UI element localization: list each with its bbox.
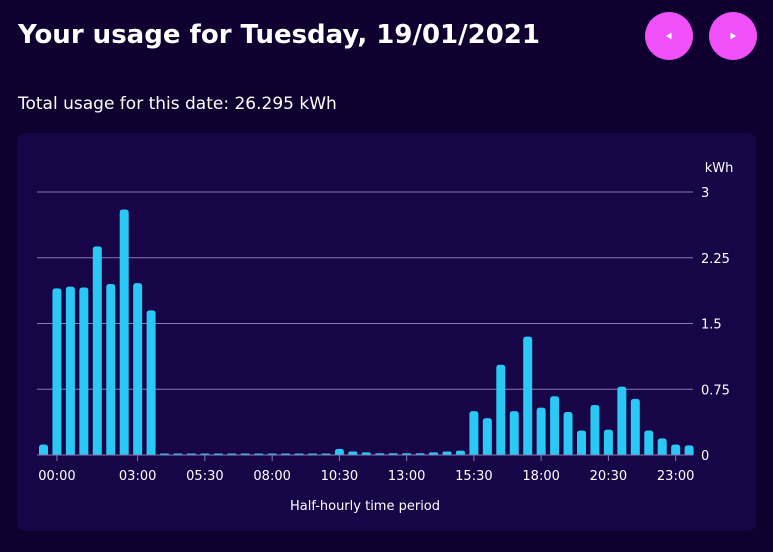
bar-1700[interactable] — [509, 411, 519, 455]
bar-0030[interactable] — [65, 286, 75, 455]
x-tick-label: 00:00 — [38, 469, 75, 484]
bar-1400[interactable] — [429, 452, 439, 455]
bar-1500[interactable] — [455, 450, 465, 455]
x-tick-label: 08:00 — [253, 469, 290, 484]
bar-2230[interactable] — [657, 438, 667, 455]
y-tick-label: 3 — [701, 186, 709, 201]
y-tick-label: 1.5 — [701, 318, 722, 333]
usage-bar-chart: 0 0.75 1.5 2.25 3 00:00 03:00 05:30 08:00 10:30 13… — [37, 161, 734, 514]
bar-0200[interactable] — [106, 284, 116, 455]
x-tick-label: 03:00 — [119, 469, 156, 484]
bar-0130[interactable] — [92, 246, 102, 455]
bar-2300[interactable] — [671, 444, 681, 455]
y-tick-label: 2.25 — [701, 252, 730, 267]
bar-0100[interactable] — [79, 287, 89, 455]
bar-1800[interactable] — [536, 407, 546, 455]
bar-1430[interactable] — [442, 451, 452, 455]
previous-day-button[interactable] — [645, 12, 693, 60]
bar-2330[interactable] — [39, 444, 48, 455]
bar-2200[interactable] — [644, 430, 654, 455]
x-tick-label: 15:30 — [455, 469, 492, 484]
next-day-button[interactable] — [709, 12, 757, 60]
usage-chart-card: 0 0.75 1.5 2.25 3 00:00 03:00 05:30 08:00 10:30 13… — [17, 133, 756, 531]
page-title: Your usage for Tuesday, 19/01/2021 — [18, 20, 540, 50]
triangle-right-icon — [730, 32, 736, 40]
triangle-left-icon — [666, 32, 672, 40]
x-tick-label: 05:30 — [186, 469, 223, 484]
bar-1100[interactable] — [348, 451, 358, 455]
bar-1930[interactable] — [577, 430, 586, 455]
chart-bars — [39, 209, 694, 455]
bar-2030[interactable] — [603, 429, 613, 455]
bar-1830[interactable] — [550, 396, 560, 455]
bar-0230[interactable] — [119, 209, 129, 455]
bar-2100[interactable] — [617, 386, 627, 455]
bar-1530[interactable] — [469, 411, 479, 455]
x-tick-label: 10:30 — [321, 469, 358, 484]
bar-0300[interactable] — [133, 283, 143, 455]
bar-2330[interactable] — [684, 445, 694, 455]
y-tick-label: 0 — [701, 449, 709, 464]
bar-2130[interactable] — [630, 398, 640, 455]
bar-1730[interactable] — [523, 336, 533, 455]
bar-1130[interactable] — [361, 452, 371, 455]
bar-2000[interactable] — [590, 405, 600, 455]
x-tick-label: 20:30 — [590, 469, 627, 484]
x-tick-label: 13:00 — [388, 469, 425, 484]
bar-1630[interactable] — [496, 364, 506, 455]
y-tick-label: 0.75 — [701, 383, 730, 398]
total-usage-text: Total usage for this date: 26.295 kWh — [18, 94, 337, 114]
x-tick-label: 18:00 — [522, 469, 559, 484]
chart-axes: 0 0.75 1.5 2.25 3 00:00 03:00 05:30 08:00 10:30 13… — [37, 186, 730, 484]
bar-1030[interactable] — [334, 448, 344, 455]
x-tick-label: 23:00 — [657, 469, 694, 484]
bar-1600[interactable] — [482, 418, 492, 455]
bar-1900[interactable] — [563, 412, 573, 455]
bar-0000[interactable] — [52, 288, 62, 455]
bar-0330[interactable] — [146, 310, 156, 455]
y-axis-unit-label: kWh — [705, 161, 734, 176]
x-axis-title: Half-hourly time period — [290, 499, 440, 514]
